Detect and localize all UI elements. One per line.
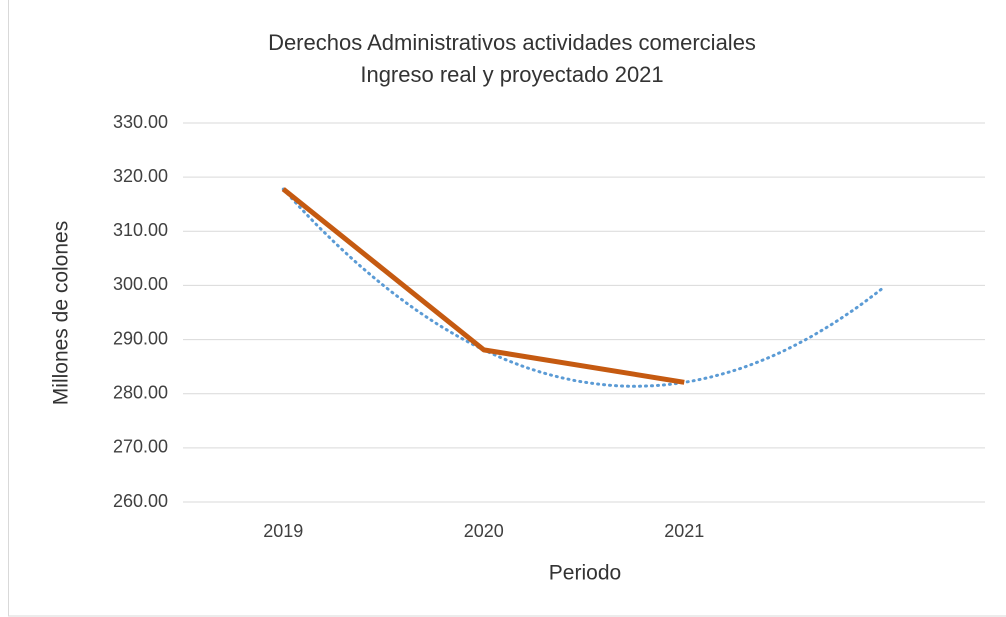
x-tick-label: 2019 bbox=[263, 521, 303, 541]
y-tick-label: 260.00 bbox=[113, 491, 168, 511]
y-tick-label: 270.00 bbox=[113, 437, 168, 457]
chart-border bbox=[8, 0, 1006, 617]
y-tick-label: 290.00 bbox=[113, 328, 168, 348]
chart-title: Derechos Administrativos actividades com… bbox=[268, 30, 756, 55]
y-tick-label: 280.00 bbox=[113, 382, 168, 402]
chart-subtitle: Ingreso real y proyectado 2021 bbox=[360, 62, 663, 87]
y-tick-label: 300.00 bbox=[113, 274, 168, 294]
trendline bbox=[281, 187, 887, 388]
x-tick-label: 2021 bbox=[664, 521, 704, 541]
y-axis-title: Millones de colones bbox=[50, 221, 73, 405]
x-axis-title: Periodo bbox=[549, 562, 621, 585]
y-tick-label: 310.00 bbox=[113, 220, 168, 240]
y-tick-label: 330.00 bbox=[113, 112, 168, 132]
series-line bbox=[281, 187, 685, 385]
x-tick-label: 2020 bbox=[464, 521, 504, 541]
y-tick-label: 320.00 bbox=[113, 166, 168, 186]
